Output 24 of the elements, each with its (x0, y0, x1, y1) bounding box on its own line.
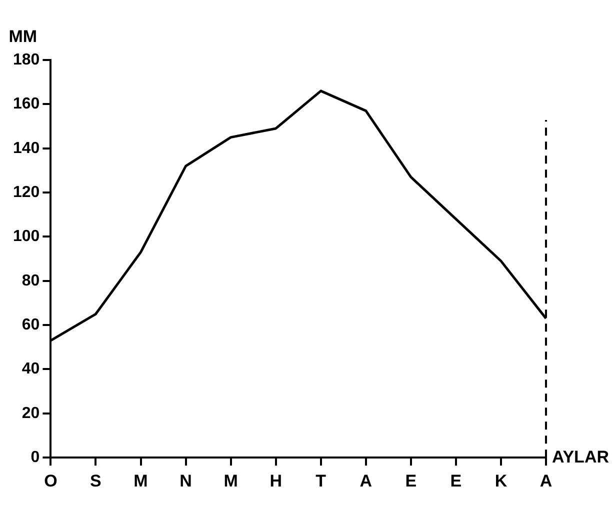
x-tick-label: E (405, 471, 417, 490)
x-tick-label: N (180, 471, 192, 490)
y-tick-label: 140 (12, 140, 40, 157)
y-tick-label: 180 (12, 51, 40, 68)
x-tick-label: A (360, 471, 372, 490)
x-tick-label: M (224, 471, 238, 490)
x-tick-label: O (44, 471, 58, 490)
x-tick-label: T (316, 471, 327, 490)
y-tick-label: 80 (22, 272, 40, 290)
y-tick-label: 20 (22, 404, 40, 422)
y-tick-label: 160 (12, 96, 40, 113)
x-tick-label: A (540, 471, 552, 490)
y-tick-label: 100 (12, 228, 40, 246)
x-tick-label: M (134, 471, 148, 490)
y-tick-label: 60 (22, 316, 40, 334)
x-tick-label: H (270, 471, 282, 490)
x-axis-title: AYLAR (552, 447, 609, 466)
x-tick-label: S (90, 471, 102, 490)
y-tick-label: 120 (12, 184, 40, 201)
y-tick-label: 0 (30, 449, 40, 466)
x-tick-label: E (450, 471, 462, 490)
y-tick-label: 40 (22, 360, 40, 378)
y-axis-title: MM (8, 27, 38, 46)
x-tick-label: K (494, 471, 508, 490)
